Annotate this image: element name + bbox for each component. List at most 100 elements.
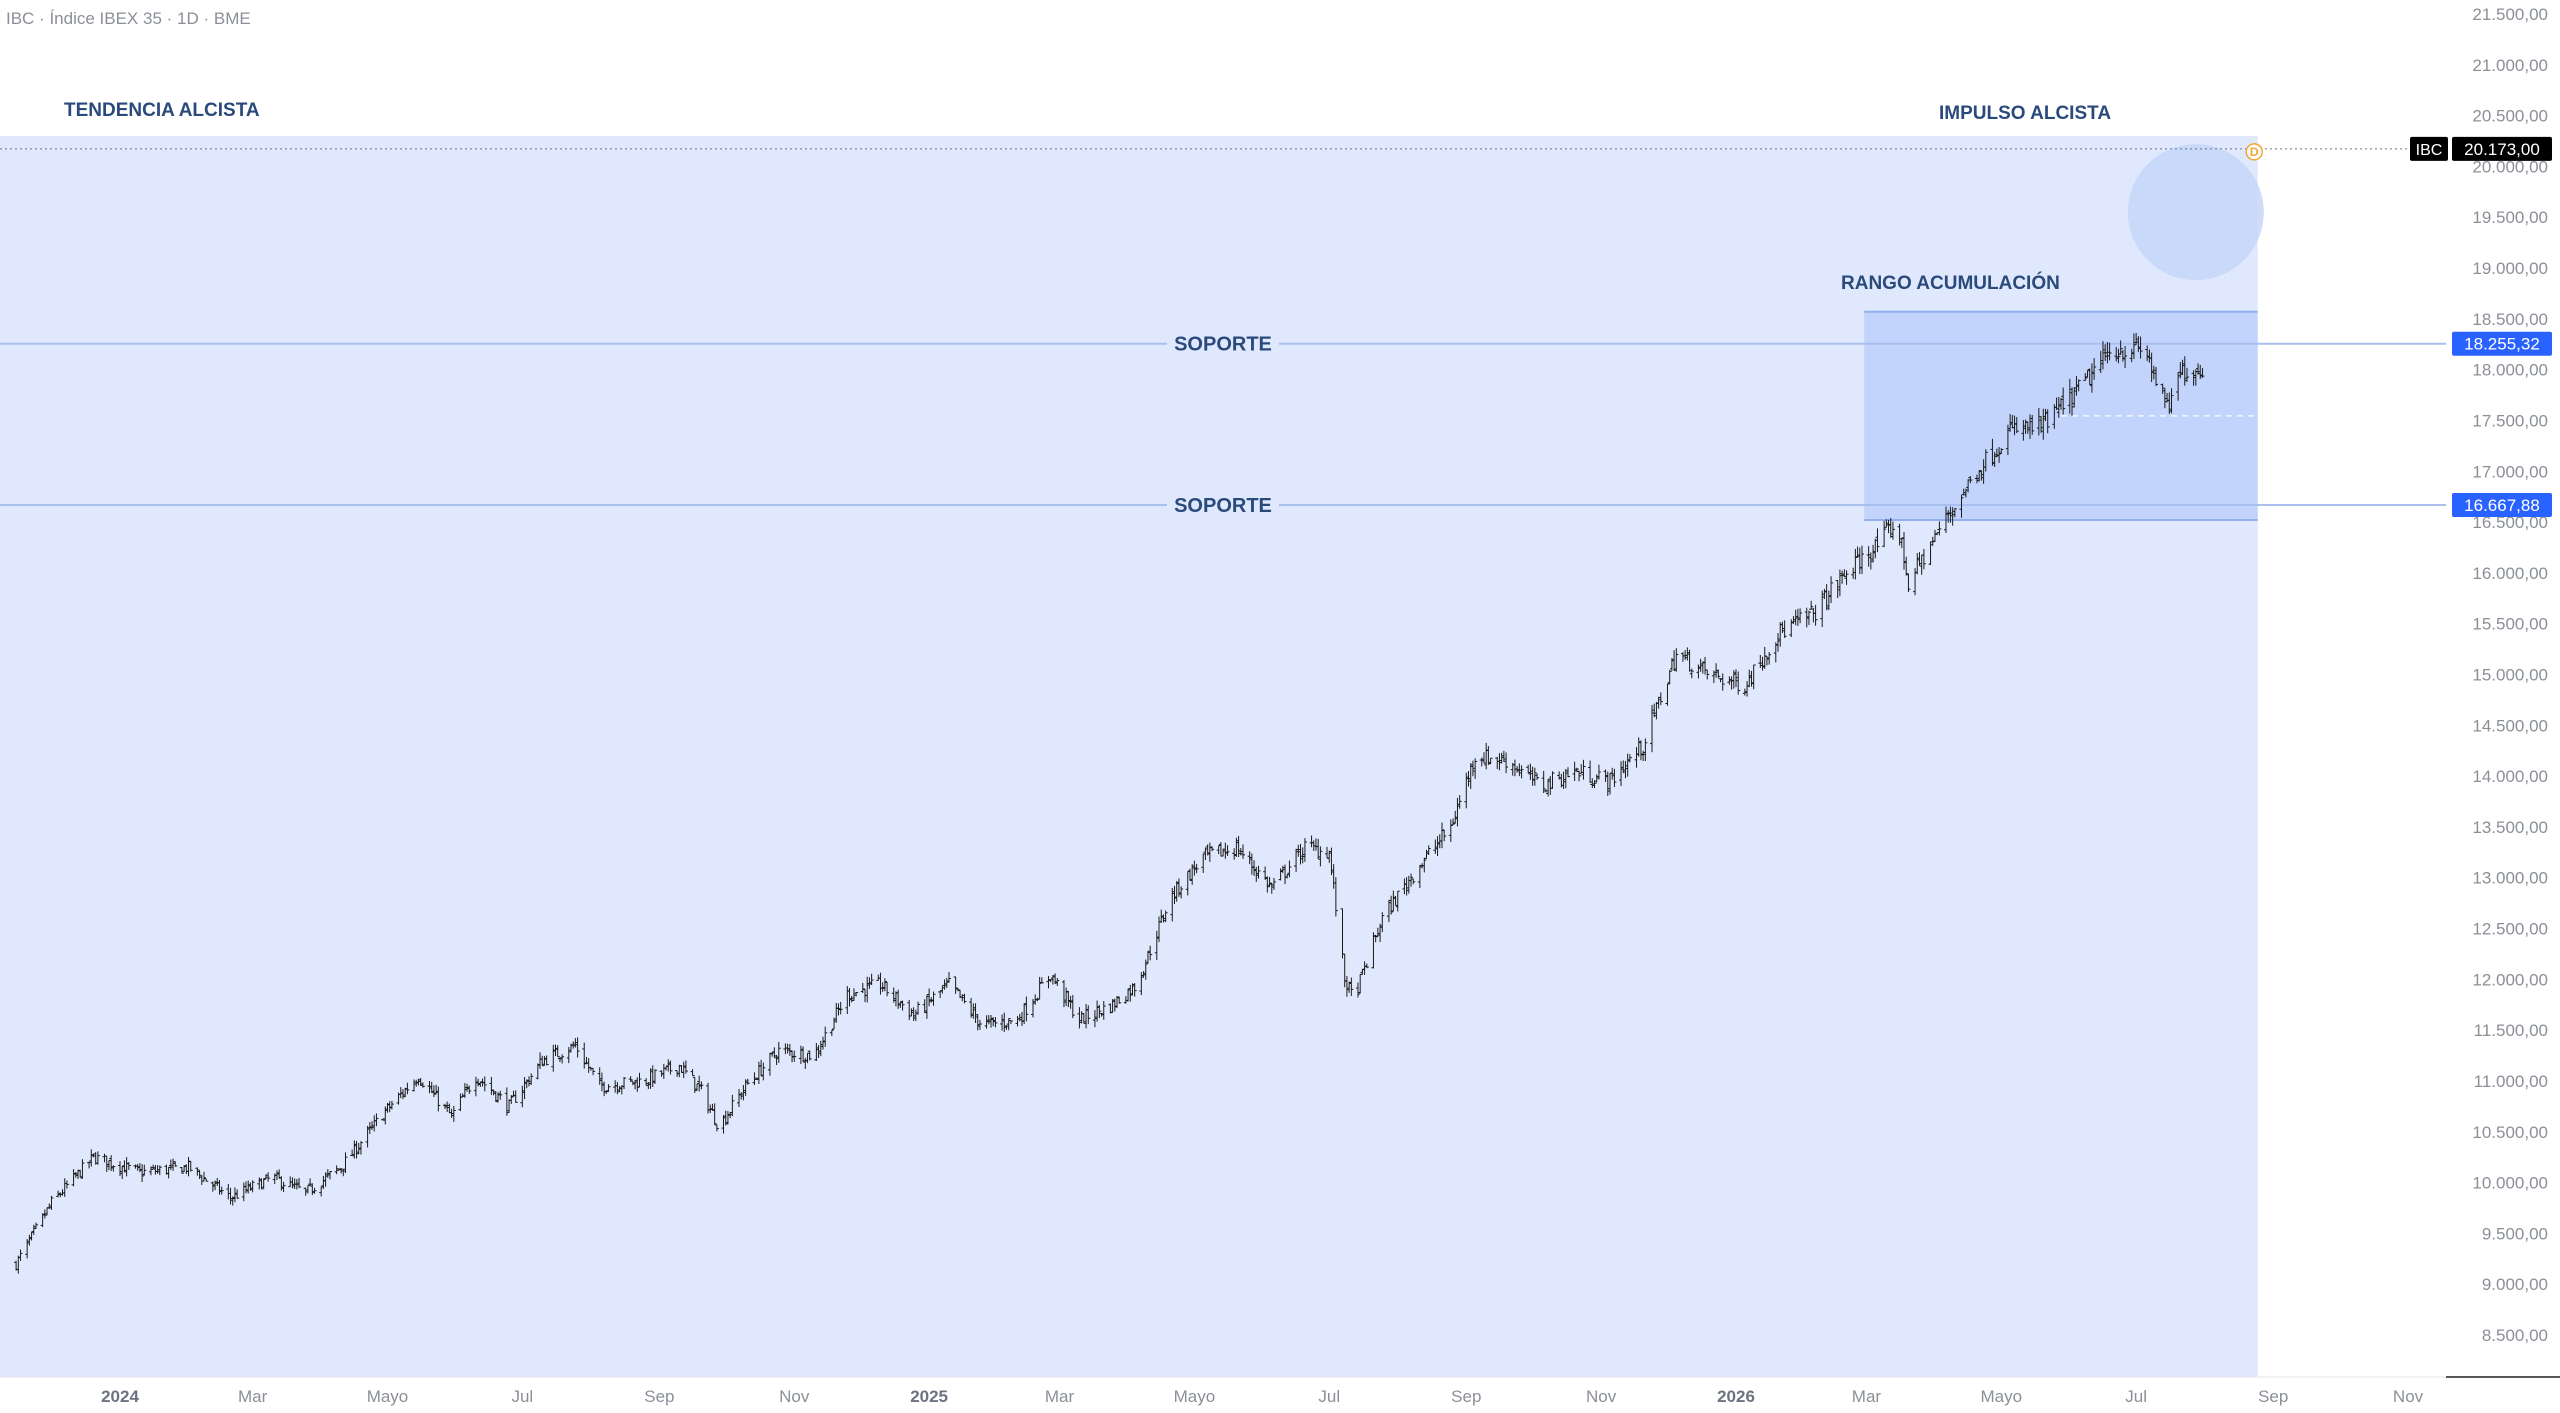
candle (281, 1181, 286, 1193)
candle (927, 988, 932, 1007)
candle (1008, 1020, 1013, 1025)
candle (1561, 771, 1566, 789)
candle (1221, 848, 1226, 857)
candle (434, 1084, 439, 1095)
price-tick-label: 12.500,00 (2472, 920, 2548, 939)
candle (1546, 778, 1551, 797)
candle (993, 1017, 998, 1028)
symbol-title[interactable]: IBC · Índice IBEX 35 · 1D · BME (6, 9, 251, 28)
dividend-marker-icon[interactable] (2245, 143, 2263, 161)
candle (544, 1055, 549, 1066)
candle (188, 1161, 193, 1172)
candle (522, 1077, 527, 1100)
candle (263, 1174, 268, 1180)
price-tick-label: 19.500,00 (2472, 208, 2548, 227)
candle (692, 1076, 697, 1093)
candle (1347, 981, 1352, 993)
candle (1252, 860, 1257, 876)
candle (1333, 877, 1338, 917)
candle (1236, 835, 1241, 857)
candle (358, 1141, 363, 1155)
candle (1773, 642, 1778, 663)
candle (1066, 990, 1071, 1008)
candle (666, 1059, 671, 1072)
candle (1194, 863, 1199, 874)
candle (1952, 508, 1957, 518)
candle (509, 1095, 514, 1104)
candle (1380, 912, 1385, 933)
candle (219, 1186, 224, 1195)
price-tick-label: 19.000,00 (2472, 259, 2548, 278)
candle (1486, 746, 1491, 765)
candle (126, 1162, 131, 1171)
price-axis[interactable]: 8.500,00 9.000,00 9.500,00 10.000,00 10.500,… (2472, 5, 2548, 1345)
price-tick-label: 9.500,00 (2482, 1224, 2548, 1243)
price-tick-label: 21.000,00 (2472, 56, 2548, 75)
candle (1092, 1010, 1097, 1028)
candle (1163, 910, 1168, 923)
candle (1002, 1012, 1007, 1033)
candle (1793, 609, 1798, 626)
candle (1280, 865, 1285, 874)
candle (1683, 649, 1688, 660)
price-tick-label: 15.500,00 (2472, 615, 2548, 634)
candle (1979, 470, 1984, 481)
candle (1048, 979, 1053, 983)
candle (942, 979, 947, 990)
candle (1154, 930, 1159, 961)
candle (1373, 934, 1378, 943)
candle (1263, 866, 1268, 880)
candle (1519, 765, 1524, 779)
candle (1455, 797, 1460, 827)
candle (2092, 358, 2097, 380)
candle (2100, 341, 2105, 370)
candle (513, 1090, 518, 1103)
candle (266, 1172, 271, 1182)
candle (1665, 683, 1670, 706)
candle (1300, 847, 1305, 864)
candle (1884, 519, 1889, 528)
time-tick-label: Mayo (367, 1387, 409, 1406)
candle (2196, 363, 2201, 375)
candle (202, 1171, 207, 1182)
impulse-annotation: IMPULSO ALCISTA (1939, 103, 2111, 124)
candle (805, 1052, 810, 1064)
candle (947, 972, 952, 983)
candle (681, 1061, 686, 1079)
candle (652, 1069, 657, 1084)
candle (1287, 860, 1292, 878)
candle (204, 1178, 209, 1182)
candle (2045, 409, 2050, 434)
candle (1344, 975, 1349, 997)
candle (2008, 414, 2013, 432)
candle (818, 1040, 823, 1057)
candle (2028, 414, 2033, 439)
candle (571, 1041, 576, 1049)
candle (504, 1087, 509, 1116)
candle (924, 994, 929, 1019)
candle (1265, 876, 1270, 893)
candle (1948, 506, 1953, 523)
time-tick-label: Sep (2258, 1387, 2288, 1406)
candle (310, 1183, 315, 1196)
candle (582, 1042, 587, 1069)
candle (664, 1066, 669, 1071)
price-tick-label: 8.500,00 (2482, 1326, 2548, 1345)
candle (210, 1181, 215, 1192)
candle (1742, 688, 1747, 696)
candle (725, 1111, 730, 1125)
candle (2072, 387, 2077, 408)
candle (1535, 773, 1540, 780)
support-price-upper: 18.255,32 (2464, 335, 2540, 354)
candle (87, 1161, 92, 1169)
candle (1161, 914, 1166, 923)
time-axis[interactable]: 2024 Mar Mayo Jul Sep Nov 2025 Mar Mayo Jul Sep Nov… (101, 1387, 2424, 1406)
candle (599, 1072, 604, 1092)
price-tick-label: 13.000,00 (2472, 869, 2548, 888)
candle (1959, 494, 1964, 518)
price-tick-label: 11.000,00 (2474, 1072, 2548, 1091)
candle (699, 1081, 704, 1090)
candle (798, 1045, 803, 1064)
time-tick-label: Nov (2393, 1387, 2424, 1406)
